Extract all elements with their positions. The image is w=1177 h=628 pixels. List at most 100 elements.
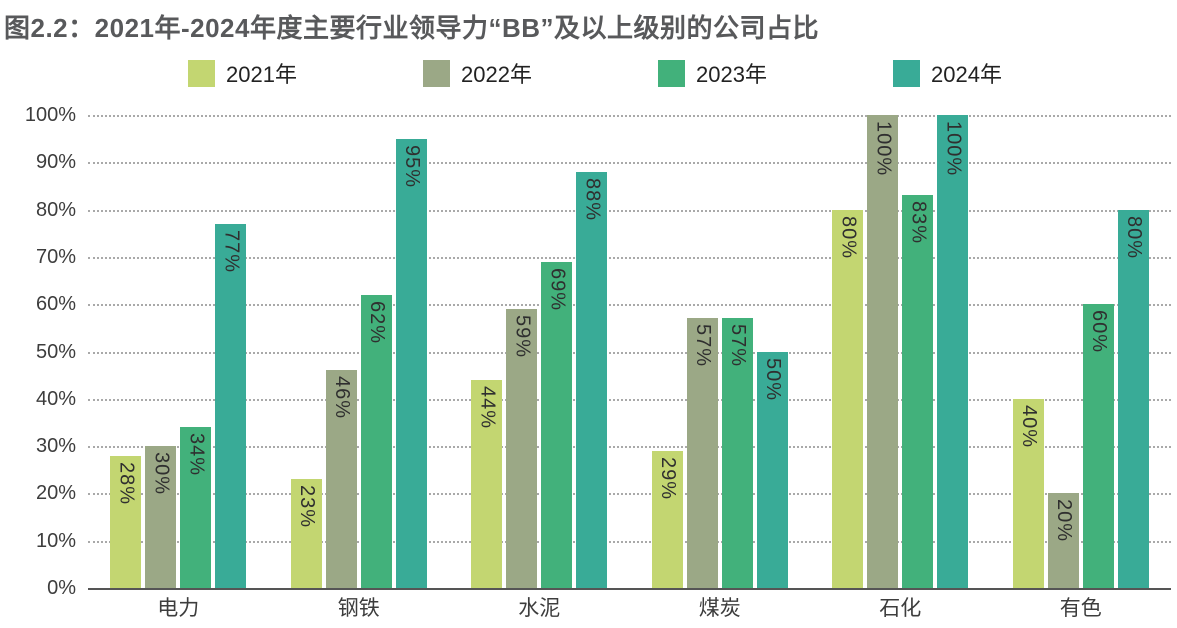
y-axis-tick-label: 50% [35, 340, 76, 363]
bar: 44% [471, 379, 503, 588]
gridline [88, 540, 1171, 543]
x-axis-category-label: 电力 [157, 597, 200, 620]
x-axis-category-label: 石化 [879, 597, 922, 620]
legend-label: 2022年 [461, 62, 532, 87]
bar-value-label: 30% [150, 452, 173, 496]
x-axis-category-labels: 电力 钢铁 水泥 煤炭 石化 有色 [88, 592, 1171, 622]
chart-title: 图2.2：2021年-2024年度主要行业领导力“BB”及以上级别的公司占比 [4, 13, 820, 43]
legend-swatch [423, 59, 450, 87]
legend-swatch [893, 59, 920, 87]
y-axis-tick-label: 100% [24, 104, 76, 126]
bar: 50% [756, 351, 788, 588]
bar-value-label: 50% [761, 357, 784, 401]
legend-label: 2021年 [226, 62, 297, 87]
bar: 83% [902, 195, 934, 588]
bar: 100% [937, 115, 969, 588]
bar-group: 40% 20% 60% 80% [991, 115, 1172, 588]
bar: 59% [506, 308, 538, 588]
y-axis-tick-label: 0% [47, 577, 76, 599]
y-axis-tick-label: 10% [35, 529, 76, 552]
bar: 28% [110, 455, 142, 588]
bar: 95% [395, 138, 427, 588]
bar-groups: 28% 30% 34% 77% 23% 46% 62% 95% 44% 59% 69% 88% 29% 5… [88, 115, 1171, 588]
bar-value-label: 46% [330, 376, 353, 420]
y-axis-tick-label: 40% [35, 387, 76, 410]
y-axis-tick-label: 70% [35, 245, 76, 268]
x-axis-line [88, 588, 1171, 590]
bar-value-label: 80% [1122, 215, 1145, 259]
y-axis-tick-label: 80% [35, 198, 76, 221]
bar-value-label: 62% [365, 300, 388, 344]
bar: 60% [1082, 304, 1114, 588]
bar-value-label: 28% [115, 461, 138, 505]
bar-group: 29% 57% 57% 50% [630, 115, 811, 588]
y-axis-tick-label: 30% [35, 435, 76, 458]
bar: 20% [1047, 493, 1079, 588]
gridline [88, 115, 1171, 117]
bar: 40% [1012, 398, 1044, 588]
bar: 46% [325, 370, 357, 588]
bar-group: 80% 100% 83% 100% [810, 115, 991, 588]
bar: 34% [180, 427, 212, 588]
bar-value-label: 95% [400, 144, 423, 188]
bar-group: 44% 59% 69% 88% [449, 115, 630, 588]
bar-value-label: 100% [942, 121, 965, 177]
bar-value-label: 60% [1087, 310, 1110, 354]
legend-swatch [658, 59, 685, 87]
gridline [88, 493, 1171, 496]
legend-item: 2021年 [188, 57, 423, 89]
bar: 77% [215, 223, 247, 588]
bar-group: 28% 30% 34% 77% [88, 115, 269, 588]
legend-item: 2024年 [893, 57, 1128, 89]
gridline [88, 398, 1171, 401]
gridline [88, 162, 1171, 165]
legend: 2021年 2022年 2023年 2024年 [188, 57, 1128, 89]
y-axis-tick-label: 90% [35, 151, 76, 174]
bar: 88% [576, 171, 608, 588]
bar: 57% [721, 318, 753, 588]
legend-swatch [188, 59, 215, 87]
bar-value-label: 40% [1017, 404, 1040, 448]
legend-label: 2024年 [931, 62, 1002, 87]
bar: 69% [541, 261, 573, 588]
x-axis-category-label: 水泥 [518, 597, 561, 620]
bar: 30% [145, 446, 177, 588]
gridline [88, 446, 1171, 449]
bar-value-label: 83% [907, 201, 930, 245]
gridline [88, 256, 1171, 259]
bar-group: 23% 46% 62% 95% [269, 115, 450, 588]
bar: 80% [1117, 209, 1149, 588]
bar-value-label: 44% [476, 385, 499, 429]
bar-value-label: 23% [295, 485, 318, 529]
bar: 62% [360, 294, 392, 588]
bar: 80% [832, 209, 864, 588]
bar-value-label: 80% [837, 215, 860, 259]
bar: 29% [651, 450, 683, 588]
bar-value-label: 29% [656, 456, 679, 500]
x-axis-category-label: 煤炭 [698, 597, 741, 620]
x-axis-category-label: 有色 [1059, 597, 1102, 620]
bar-value-label: 57% [691, 324, 714, 368]
chart: 28% 30% 34% 77% 23% 46% 62% 95% 44% 59% 69% 88% 29% 5… [0, 103, 1177, 628]
bar-value-label: 77% [220, 229, 243, 273]
bar-value-label: 57% [726, 324, 749, 368]
gridline [88, 304, 1171, 307]
bar-value-label: 20% [1052, 499, 1075, 543]
gridline [88, 209, 1171, 212]
gridline [88, 351, 1171, 354]
legend-item: 2023年 [658, 57, 893, 89]
bar-value-label: 69% [546, 267, 569, 311]
bar-value-label: 59% [511, 314, 534, 358]
bar-value-label: 34% [185, 433, 208, 477]
bar: 100% [867, 115, 899, 588]
legend-label: 2023年 [696, 62, 767, 87]
legend-item: 2022年 [423, 57, 658, 89]
plot-area: 28% 30% 34% 77% 23% 46% 62% 95% 44% 59% 69% 88% 29% 5… [25, 104, 1171, 599]
bar-value-label: 100% [872, 121, 895, 177]
bar: 23% [290, 479, 322, 588]
y-axis-tick-label: 60% [35, 293, 76, 316]
y-axis-tick-label: 20% [35, 482, 76, 505]
bar-value-label: 88% [581, 177, 604, 221]
bar: 57% [686, 318, 718, 588]
